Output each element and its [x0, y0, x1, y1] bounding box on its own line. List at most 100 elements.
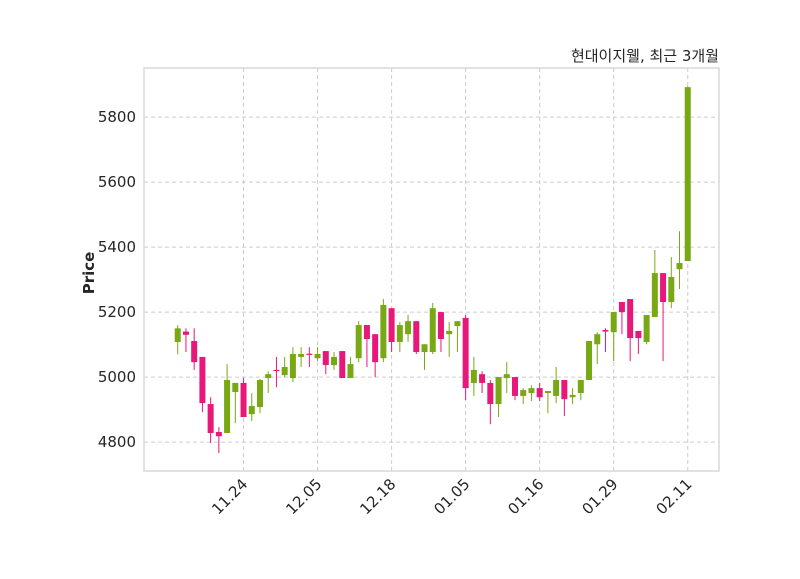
candle-body: [635, 330, 642, 339]
candle-body: [240, 382, 247, 418]
candle: [322, 351, 329, 375]
candle: [610, 312, 617, 362]
candle-body: [363, 325, 370, 340]
candle: [413, 321, 420, 354]
candle-body: [544, 391, 551, 393]
candle: [577, 380, 584, 401]
candle-body: [487, 382, 494, 405]
candle-body: [339, 351, 346, 379]
candle-body: [479, 374, 486, 383]
y-tick-label: 5000: [98, 368, 136, 386]
candle-body: [298, 354, 305, 357]
y-axis-ticks: 4800 5000 5200 5400 5600 5800: [98, 108, 136, 451]
y-tick-label: 5800: [98, 108, 136, 126]
candle-body: [503, 374, 510, 379]
x-tick-label: 01.29: [578, 475, 621, 518]
candle: [372, 334, 379, 378]
candle: [429, 302, 436, 354]
candle-body: [676, 263, 683, 270]
candle-body: [520, 390, 527, 396]
candle: [265, 371, 272, 393]
candle: [602, 328, 609, 353]
y-axis-label: Price: [80, 252, 98, 295]
x-tick-label: 01.16: [504, 475, 547, 518]
candle: [347, 356, 354, 379]
candle-body: [602, 329, 609, 332]
candle-body: [322, 351, 329, 366]
candle-body: [265, 374, 272, 379]
candle: [240, 378, 247, 418]
candle-body: [495, 377, 502, 405]
candle-body: [331, 356, 338, 366]
plot-frame: [143, 67, 720, 472]
candle: [618, 302, 625, 335]
candle: [528, 385, 535, 402]
candle-body: [355, 325, 362, 359]
candle-body: [536, 388, 543, 398]
candle: [569, 388, 576, 405]
candle-body: [215, 432, 222, 437]
x-tick-label: 12.18: [356, 475, 399, 518]
candle: [462, 315, 469, 401]
candle: [553, 367, 560, 404]
candle-body: [618, 302, 625, 313]
candle: [651, 250, 658, 317]
candle-body: [594, 334, 601, 345]
candle-body: [511, 377, 518, 396]
candle-body: [446, 330, 453, 335]
candle: [191, 328, 198, 370]
candle-body: [553, 380, 560, 396]
candle-body: [528, 388, 535, 393]
candle-body: [569, 394, 576, 398]
candle: [684, 86, 691, 262]
candle-body: [380, 304, 387, 359]
candle: [380, 299, 387, 363]
candle: [544, 391, 551, 414]
candle-body: [314, 354, 321, 359]
candle: [643, 315, 650, 345]
candle-body: [462, 317, 469, 389]
x-tick-label: 01.05: [430, 475, 473, 518]
candle: [355, 321, 362, 363]
candle: [495, 377, 502, 418]
candle: [199, 356, 206, 413]
candle-body: [405, 321, 412, 335]
candle-body: [248, 406, 255, 415]
candle-body: [454, 321, 461, 327]
candle: [511, 377, 518, 401]
candle-body: [586, 341, 593, 380]
candle: [306, 347, 313, 367]
candle: [520, 388, 527, 405]
candle-body: [577, 380, 584, 393]
candle: [627, 299, 634, 362]
candle-body: [660, 273, 667, 302]
plot-background: [144, 68, 719, 471]
candle: [635, 330, 642, 354]
candle: [446, 322, 453, 357]
candle: [668, 257, 675, 309]
candle-body: [429, 308, 436, 353]
candle: [289, 347, 296, 382]
candle-body: [191, 341, 198, 363]
candle-body: [561, 380, 568, 400]
candle-body: [281, 367, 288, 376]
candle: [215, 427, 222, 454]
x-axis-ticks: 11.24 12.05 12.18 01.05 01.16 01.29 02.11: [208, 475, 695, 518]
candle: [281, 356, 288, 378]
candle-body: [668, 276, 675, 302]
candle: [314, 347, 321, 362]
candle: [676, 231, 683, 289]
candle-body: [610, 312, 617, 333]
x-tick-label: 02.11: [652, 475, 695, 518]
candle-body: [627, 299, 634, 339]
candle-body: [372, 334, 379, 363]
candle: [396, 322, 403, 353]
candle: [256, 379, 263, 414]
candle-body: [256, 380, 263, 407]
candles: [174, 86, 691, 454]
candle: [248, 393, 255, 421]
candle: [561, 380, 568, 417]
candle-body: [470, 369, 477, 383]
candle-body: [388, 308, 395, 342]
